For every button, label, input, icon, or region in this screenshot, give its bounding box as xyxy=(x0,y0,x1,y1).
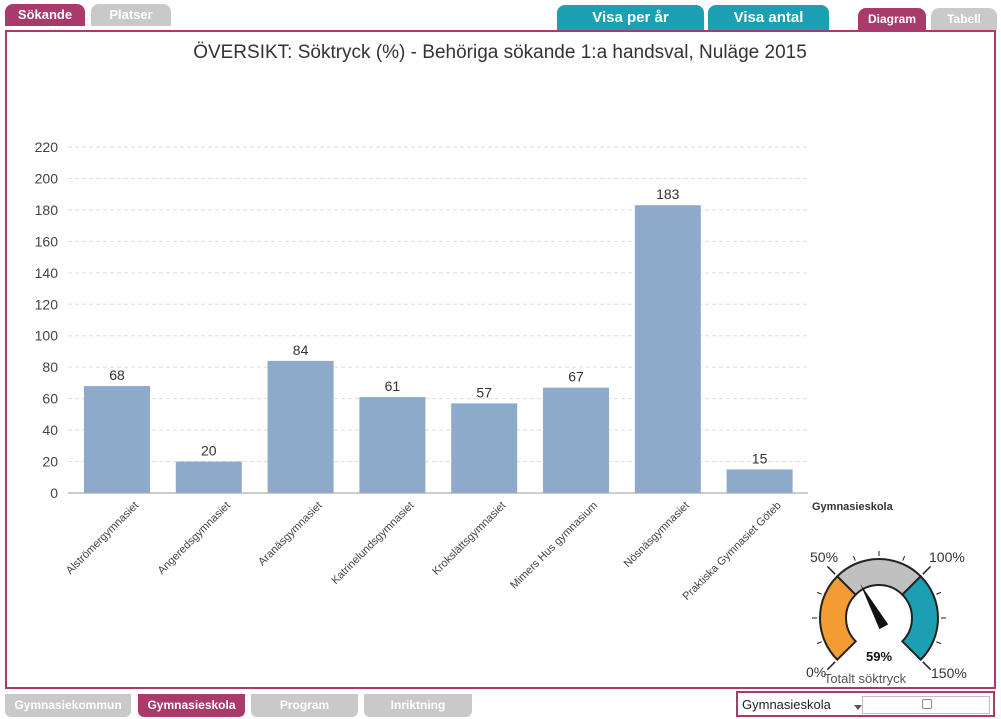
tab-inriktning[interactable]: Inriktning xyxy=(364,694,472,717)
y-tick-label: 180 xyxy=(35,202,59,218)
bar-value-label: 61 xyxy=(385,378,401,394)
gauge-tick xyxy=(852,555,856,561)
y-tick-label: 100 xyxy=(35,328,59,344)
tab-gymnasieskola[interactable]: Gymnasieskola xyxy=(138,694,245,717)
bar-value-label: 67 xyxy=(568,369,584,385)
x-tick-label: Alströmergymnasiet xyxy=(64,500,141,577)
y-tick-label: 20 xyxy=(42,454,58,470)
y-tick-label: 200 xyxy=(35,170,59,186)
bar-value-label: 20 xyxy=(201,443,217,459)
gauge-label-150: 150% xyxy=(931,665,967,681)
bar[interactable] xyxy=(451,403,518,493)
bar-value-label: 15 xyxy=(752,450,768,466)
chart-panel xyxy=(5,30,996,689)
option-area xyxy=(862,696,990,714)
gauge xyxy=(812,551,946,671)
chart-title: ÖVERSIKT: Söktryck (%) - Behöriga sökand… xyxy=(193,42,807,63)
y-tick-label: 0 xyxy=(50,485,58,501)
x-tick-label: Katrinelundsgymnasiet xyxy=(329,500,416,587)
tab-sokande[interactable]: Sökande xyxy=(5,4,85,26)
y-tick-label: 220 xyxy=(35,139,59,155)
bar[interactable] xyxy=(359,397,426,493)
gauge-tick xyxy=(936,591,942,595)
bar-value-label: 183 xyxy=(656,186,680,202)
bar-value-label: 68 xyxy=(109,367,125,383)
bar[interactable] xyxy=(543,387,609,493)
tab-gymnasiekommun[interactable]: Gymnasiekommun xyxy=(5,694,131,717)
option-checkbox[interactable] xyxy=(922,699,932,709)
gauge-tick xyxy=(826,661,836,671)
gauge-tick xyxy=(826,565,836,575)
y-tick-label: 140 xyxy=(35,265,59,281)
bar[interactable] xyxy=(726,469,793,493)
y-tick-label: 120 xyxy=(35,296,59,312)
view-per-year-button[interactable]: Visa per år xyxy=(557,5,704,31)
tab-diagram[interactable]: Diagram xyxy=(858,8,926,30)
gauge-band-high xyxy=(900,574,939,662)
level-dropdown-value: Gymnasieskola xyxy=(742,697,831,712)
gauge-needle-icon xyxy=(860,583,889,630)
bar[interactable] xyxy=(634,205,701,493)
gauge-tick xyxy=(902,555,906,561)
gauge-label-0: 0% xyxy=(806,664,826,680)
tab-tabell[interactable]: Tabell xyxy=(931,8,997,30)
bar[interactable] xyxy=(267,360,334,493)
bar-value-label: 57 xyxy=(476,384,492,400)
bar[interactable] xyxy=(84,386,150,493)
gauge-caption: Totalt söktryck xyxy=(824,671,907,686)
gauge-tick xyxy=(816,591,822,595)
y-tick-label: 80 xyxy=(42,359,58,375)
y-tick-label: 40 xyxy=(42,422,58,438)
y-tick-label: 160 xyxy=(35,233,59,249)
tab-platser[interactable]: Platser xyxy=(91,4,171,26)
gauge-tick xyxy=(922,661,932,671)
level-dropdown[interactable]: Gymnasieskola xyxy=(742,696,862,714)
gauge-value: 59% xyxy=(866,649,892,664)
level-selector: Gymnasieskola xyxy=(736,691,995,717)
bar-value-label: 84 xyxy=(293,342,309,358)
view-count-button[interactable]: Visa antal xyxy=(708,5,829,31)
x-axis-title: Gymnasieskola xyxy=(812,501,894,513)
gauge-label-50: 50% xyxy=(810,549,838,565)
x-tick-label: Praktiska Gymnasiet Göteb xyxy=(681,500,784,603)
x-tick-label: Aranäsgymnasiet xyxy=(256,500,325,569)
x-tick-label: Nösnäsgymnasiet xyxy=(622,500,692,570)
gauge-label-100: 100% xyxy=(929,549,965,565)
tab-program[interactable]: Program xyxy=(251,694,358,717)
x-tick-label: Mimers Hus gymnasium xyxy=(508,500,600,592)
gauge-tick xyxy=(816,641,822,645)
bar[interactable] xyxy=(175,461,242,493)
gauge-tick xyxy=(922,565,932,575)
y-tick-label: 60 xyxy=(42,391,58,407)
gauge-tick xyxy=(936,641,942,645)
x-tick-label: Krokslättsgymnasiet xyxy=(430,500,508,578)
x-tick-label: Angeredsgymnasiet xyxy=(156,500,233,577)
dropdown-arrow-icon xyxy=(854,705,862,710)
